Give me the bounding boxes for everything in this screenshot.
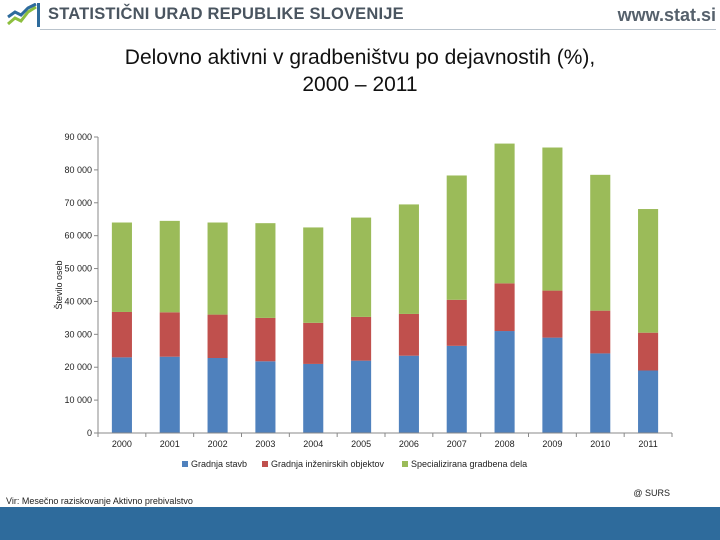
bar-segment-2009-series-1: [542, 337, 563, 433]
y-tick-label: 40 000: [64, 296, 92, 306]
x-tick-label-2008: 2008: [495, 439, 515, 449]
bar-segment-2007-series-1: [446, 345, 467, 433]
bar-segment-2010-series-2: [590, 310, 611, 354]
bar-segment-2006-series-2: [398, 313, 419, 356]
bar-segment-2003-series-2: [255, 317, 276, 362]
legend-label-2: Gradnja inženirskih objektov: [271, 459, 385, 469]
source-note: Vir: Mesečno raziskovanje Aktivno prebiv…: [6, 496, 193, 506]
organization-name: STATISTIČNI URAD REPUBLIKE SLOVENIJE: [48, 5, 404, 23]
x-tick-label-2007: 2007: [447, 439, 467, 449]
y-tick-label: 70 000: [64, 198, 92, 208]
bar-segment-2007-series-2: [446, 299, 467, 346]
bar-segment-2000-series-1: [111, 357, 132, 433]
bars: [111, 143, 659, 433]
header-divider: [40, 29, 716, 30]
bar-segment-2000-series-3: [111, 222, 132, 312]
bar-segment-2001-series-3: [159, 220, 180, 313]
bar-segment-2002-series-3: [207, 222, 228, 315]
bar-segment-2004-series-1: [303, 363, 324, 433]
x-tick-label-2006: 2006: [399, 439, 419, 449]
bar-segment-2009-series-2: [542, 290, 563, 338]
x-tick-label-2011: 2011: [638, 439, 657, 449]
y-tick-label: 30 000: [64, 329, 92, 339]
bar-segment-2008-series-3: [494, 143, 515, 284]
copyright-note: @ SURS: [633, 488, 670, 498]
legend-swatch-1: [182, 461, 188, 467]
bar-segment-2005-series-2: [351, 316, 372, 361]
y-tick-label: 10 000: [64, 395, 92, 405]
bar-segment-2001-series-2: [159, 312, 180, 357]
bar-segment-2011-series-3: [638, 209, 659, 333]
bar-segment-2004-series-3: [303, 227, 324, 323]
y-tick-label: 90 000: [64, 132, 92, 142]
x-tick-label-2003: 2003: [255, 439, 275, 449]
x-tick-label-2010: 2010: [590, 439, 610, 449]
bar-segment-2006-series-1: [398, 355, 419, 433]
y-tick-label: 20 000: [64, 362, 92, 372]
bar-segment-2008-series-1: [494, 331, 515, 433]
legend-label-3: Specializirana gradbena dela: [411, 459, 527, 469]
y-tick-label: 60 000: [64, 231, 92, 241]
footer-bar: [0, 507, 720, 540]
stacked-bar-chart: 0 10 000 20 000 30 000 40 000 50 000 60 000 70 …: [54, 132, 673, 469]
x-axis: 2000 2001 2002 2003 2004 2005 2006 2007 2008 2009…: [97, 432, 673, 449]
legend-swatch-3: [402, 461, 408, 467]
y-tick-label: 0: [87, 428, 92, 438]
bar-segment-2009-series-3: [542, 147, 563, 291]
chart-title: Delovno aktivni v gradbeništvu po dejavn…: [124, 46, 596, 96]
bar-segment-2005-series-3: [351, 217, 372, 317]
x-tick-label-2001: 2001: [160, 439, 180, 449]
bar-segment-2006-series-3: [398, 204, 419, 314]
bar-segment-2002-series-1: [207, 358, 228, 433]
x-tick-label-2000: 2000: [112, 439, 132, 449]
bar-segment-2000-series-2: [111, 311, 132, 358]
bar-segment-2010-series-3: [590, 174, 611, 311]
y-axis: 0 10 000 20 000 30 000 40 000 50 000 60 000 70 …: [64, 132, 99, 438]
bar-segment-2003-series-1: [255, 361, 276, 433]
bar-segment-2011-series-2: [638, 332, 659, 371]
bar-segment-2004-series-2: [303, 322, 324, 364]
bar-segment-2002-series-2: [207, 314, 228, 359]
header: STATISTIČNI URAD REPUBLIKE SLOVENIJE www…: [0, 0, 720, 34]
x-tick-label-2005: 2005: [351, 439, 371, 449]
x-tick-label-2002: 2002: [208, 439, 228, 449]
bar-segment-2010-series-1: [590, 353, 611, 433]
y-tick-label: 80 000: [64, 165, 92, 175]
bar-segment-2008-series-2: [494, 283, 515, 332]
y-tick-label: 50 000: [64, 264, 92, 274]
website-link[interactable]: www.stat.si: [617, 5, 716, 25]
legend: Gradnja stavb Gradnja inženirskih objekto…: [182, 459, 527, 469]
surs-logo-icon: [6, 3, 42, 27]
bar-segment-2005-series-1: [351, 360, 372, 433]
bar-segment-2003-series-3: [255, 223, 276, 318]
x-tick-label-2004: 2004: [303, 439, 323, 449]
y-axis-label: Število oseb: [54, 260, 64, 309]
bar-segment-2001-series-1: [159, 356, 180, 433]
bar-segment-2011-series-1: [638, 370, 659, 433]
legend-swatch-2: [262, 461, 268, 467]
x-tick-label-2009: 2009: [542, 439, 562, 449]
bar-segment-2007-series-3: [446, 175, 467, 300]
legend-label-1: Gradnja stavb: [191, 459, 247, 469]
